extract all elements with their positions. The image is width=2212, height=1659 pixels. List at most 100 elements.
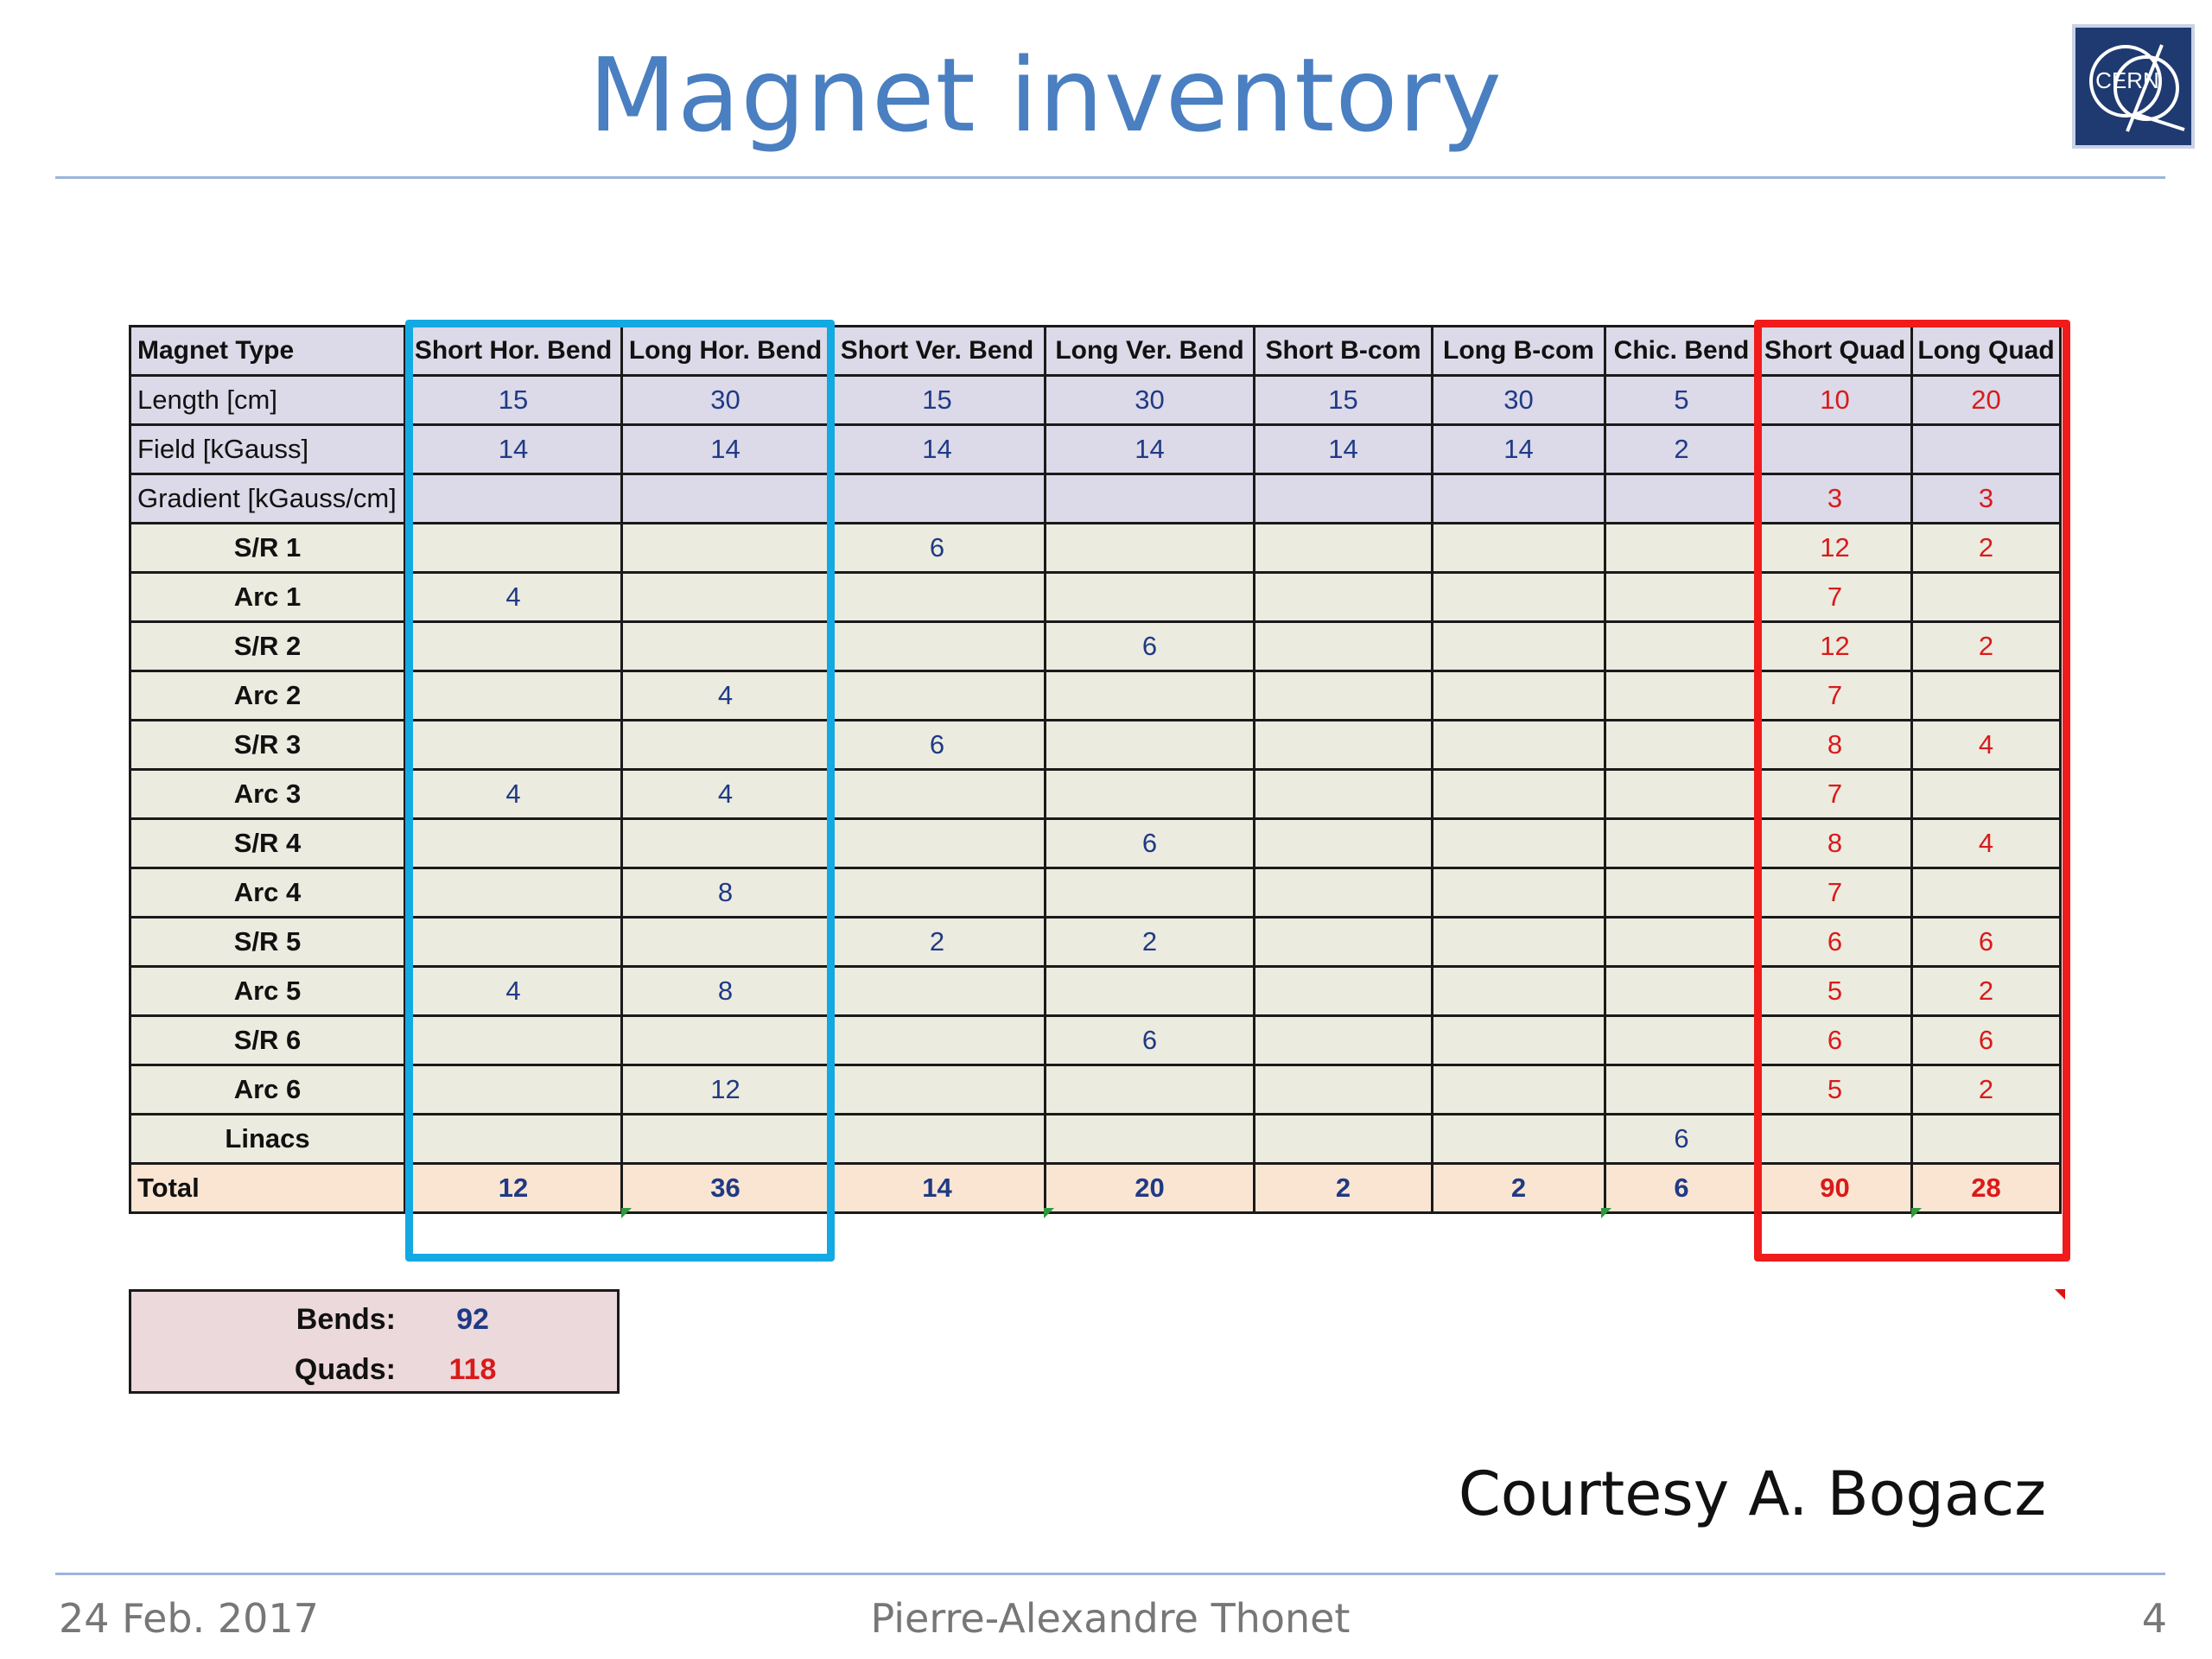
table-cell [1044,670,1255,721]
quads-value: 118 [448,1353,497,1386]
row-label: Arc 1 [129,571,406,623]
courtesy-note: Courtesy A. Bogacz [1458,1459,2046,1529]
table-cell [1253,817,1433,869]
table-cell [1604,719,1759,771]
table-cell: 90 [1757,1162,1913,1214]
table-cell [1604,1064,1759,1116]
row-label: S/R 2 [129,620,406,672]
table-cell: 5 [1604,374,1759,426]
table-cell [828,1064,1046,1116]
table-cell [1431,620,1606,672]
table-cell [620,473,830,524]
table-cell: 14 [828,1162,1046,1214]
table-cell [1604,768,1759,820]
parameter-row: Field [kGauss] 14 14 14 14 14 14 2 [129,423,2062,475]
table-cell [1431,522,1606,574]
table-cell: 7 [1757,867,1913,918]
bends-summary-row: Bends: 92 [131,1295,617,1344]
table-cell: 6 [1910,916,2062,968]
table-cell: 3 [1910,473,2062,524]
row-label: Arc 2 [129,670,406,721]
table-row: Arc 2 4 7 [129,670,2062,721]
table-cell [1253,670,1433,721]
bend-columns-highlight [405,320,835,1262]
table-cell [1604,965,1759,1017]
table-cell [404,1014,623,1066]
table-cell [404,867,623,918]
table-cell: 4 [1910,817,2062,869]
table-cell [1253,1064,1433,1116]
table-cell [1431,1113,1606,1165]
table-cell [828,473,1046,524]
table-cell: 12 [404,1162,623,1214]
table-cell [1044,867,1255,918]
table-row: S/R 2 6 12 2 [129,620,2062,672]
table-cell [1044,473,1255,524]
comment-marker [2055,1289,2065,1300]
parameter-row: Length [cm] 15 30 15 30 15 30 5 10 20 [129,374,2062,426]
column-header: Long B-com [1431,325,1606,377]
table-cell [1431,473,1606,524]
magnet-inventory-table: Magnet Type Short Hor. Bend Long Hor. Bend… [129,325,2062,1214]
table-cell [1910,768,2062,820]
comment-marker [1044,1208,1054,1218]
table-cell [1044,571,1255,623]
table-cell: 14 [1044,423,1255,475]
table-cell [1253,473,1433,524]
slide-title: Magnet inventory [588,35,1503,155]
table-cell [1431,1064,1606,1116]
footer-divider [55,1573,2165,1575]
table-cell: 6 [1757,916,1913,968]
column-header: Short Quad [1757,325,1913,377]
table-cell [1604,1014,1759,1066]
table-cell: 8 [1757,817,1913,869]
table-cell [1431,916,1606,968]
table-cell [1431,768,1606,820]
table-cell [1604,522,1759,574]
table-cell [828,1014,1046,1066]
table-cell [1910,670,2062,721]
table-cell [828,571,1046,623]
table-cell [1604,916,1759,968]
table-cell: 8 [620,867,830,918]
table-cell [1253,916,1433,968]
table-cell: 2 [1431,1162,1606,1214]
column-header: Short Hor. Bend [404,325,623,377]
table-cell: 2 [1253,1162,1433,1214]
table-cell [1044,1113,1255,1165]
comment-marker [1601,1208,1611,1218]
summary-box: Bends: 92 Quads: 118 [129,1289,620,1394]
table-cell: 30 [1044,374,1255,426]
table-cell: 8 [1757,719,1913,771]
table-cell: 15 [404,374,623,426]
table-cell [828,817,1046,869]
table-cell [1253,867,1433,918]
table-cell [1253,768,1433,820]
table-cell: 7 [1757,571,1913,623]
table-cell [1604,867,1759,918]
table-cell: 20 [1044,1162,1255,1214]
column-header: Long Quad [1910,325,2062,377]
column-header: Chic. Bend [1604,325,1759,377]
table-cell [1604,571,1759,623]
table-cell [1253,620,1433,672]
table-cell: 2 [1910,620,2062,672]
row-label: Linacs [129,1113,406,1165]
table-cell [828,620,1046,672]
table-cell: 6 [1044,817,1255,869]
table-cell [828,965,1046,1017]
table-cell: 15 [828,374,1046,426]
quad-columns-highlight [1754,320,2070,1262]
table-cell [1604,670,1759,721]
table-cell [1044,768,1255,820]
table-cell: 4 [404,768,623,820]
table-cell [620,1113,830,1165]
table-cell: 2 [1044,916,1255,968]
table-cell: 12 [620,1064,830,1116]
table-cell [404,719,623,771]
table-cell: 7 [1757,768,1913,820]
table-cell: 2 [1910,1064,2062,1116]
